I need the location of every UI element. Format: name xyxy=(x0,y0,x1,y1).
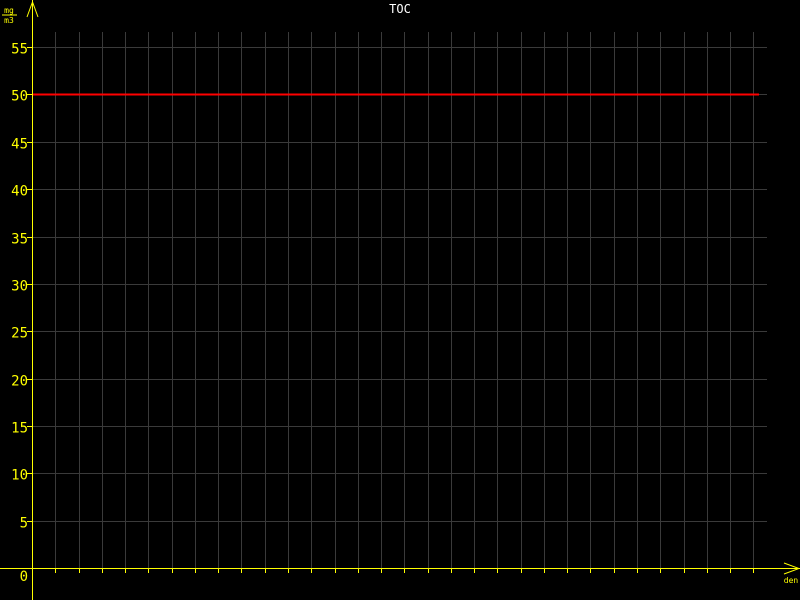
y-tick-label: 15 xyxy=(11,421,28,437)
y-tick-label: 35 xyxy=(11,232,28,248)
y-tick-labels: 0 5 10 15 20 25 30 35 40 45 50 55 xyxy=(11,42,28,586)
y-tick-label: 45 xyxy=(11,137,28,153)
y-tick-label: 30 xyxy=(11,279,28,295)
y-unit-numerator: mg xyxy=(4,6,14,15)
y-tick-label: 40 xyxy=(11,184,28,200)
y-tick-label: 25 xyxy=(11,326,28,342)
y-unit-denominator: m3 xyxy=(4,16,14,25)
y-tick-label: 50 xyxy=(11,89,28,105)
chart-title: TOC xyxy=(389,2,411,16)
x-axis-label: den xyxy=(784,576,799,585)
y-tick-label: 0 xyxy=(20,569,28,585)
x-axis-arrow xyxy=(783,562,800,575)
y-tick-label: 5 xyxy=(20,516,28,532)
y-tick-label: 10 xyxy=(11,468,28,484)
y-axis-arrow xyxy=(26,0,39,18)
y-tick-label: 20 xyxy=(11,374,28,390)
grid xyxy=(32,32,767,568)
y-tick-label: 55 xyxy=(11,42,28,58)
